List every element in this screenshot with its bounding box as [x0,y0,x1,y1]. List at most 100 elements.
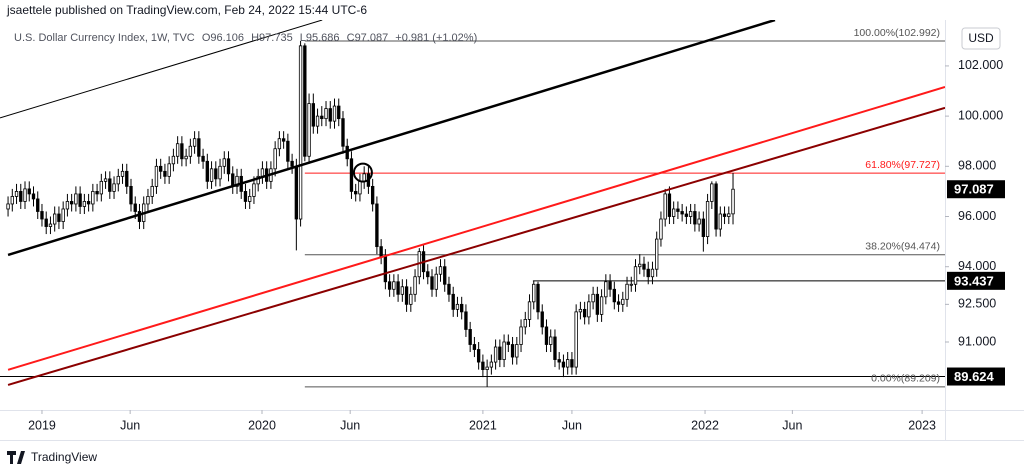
candle-body [324,108,328,120]
candle-body [61,208,65,222]
candle-body [553,336,557,360]
candle-body [154,165,159,187]
candle-body [379,246,383,258]
y-tick-label: 98.000 [958,159,996,173]
candle-body [375,203,379,248]
candle-body [328,108,332,122]
candle-body [256,175,260,185]
price-badge-label: 93.437 [954,273,994,288]
currency-box[interactable] [961,27,1001,50]
x-tick-label: Jun [782,418,802,432]
logo-icon[interactable] [7,451,25,464]
ohlc-value: 97.735 [259,32,293,44]
candle-body [74,193,78,205]
candle-body [447,283,451,295]
candle-body [125,170,129,187]
candle-body [680,211,684,215]
candle-body [426,271,430,278]
candle-body [23,188,27,202]
candle-body [705,201,710,237]
candle-body [434,273,438,290]
candle-body [273,148,277,170]
candle-body [243,191,248,202]
ohlc-letter: L [300,32,306,44]
candle-body [332,105,337,122]
ohlc-letter: H [251,32,259,44]
candle-body [341,118,345,147]
candle-body [570,359,574,368]
candle-body [108,178,112,192]
candle-body [659,218,663,240]
x-tick-label: 2019 [28,418,56,432]
candle-body [684,213,689,217]
candle-body [532,283,536,303]
candle-body [337,105,341,120]
candle-body [697,218,701,225]
candle-body [731,188,735,215]
candle-body [544,326,549,345]
plot-area [0,20,945,388]
candle-body [222,158,226,167]
candle-body [354,191,358,195]
candle-body [129,185,133,205]
candle-body [180,143,184,160]
price-badge-label: 97.087 [954,182,994,197]
candle-body [443,266,447,285]
level-label: 38.20%(94.474) [865,241,940,253]
candle-body [69,201,74,205]
y-tick-label: 91.000 [958,334,996,348]
candle-body [502,341,506,360]
candle-body [629,283,633,286]
trend-line [7,20,776,257]
candle-body [400,286,405,295]
candle-body [540,311,544,328]
candle-body [451,293,455,310]
candle-body [413,276,417,295]
candle-body [498,346,502,360]
candle-body [650,268,655,278]
price-badge-label: 89.624 [954,369,995,384]
candle-body [409,293,413,305]
candle-body [642,263,646,270]
candle-body [188,145,193,157]
candle-body [727,213,731,217]
candle-body [489,361,494,368]
candle-body [387,281,392,290]
candle-body [175,143,180,157]
brand-logo[interactable]: TradingView [7,450,97,464]
candle-body [120,170,125,177]
candle-body [646,268,650,278]
candle-body [527,301,532,320]
y-tick-label: 92.500 [958,297,996,311]
candle-body [307,103,311,157]
price-badge [947,180,1005,199]
brand[interactable]: TradingView [31,450,97,464]
candle-body [616,301,621,305]
currency[interactable]: USD [968,31,994,45]
level-label: 100.00%(102.992) [854,27,940,39]
candle-body [621,298,625,305]
candle-body [464,311,468,330]
x-tick-label: 2023 [908,418,936,432]
candle-body [604,281,608,298]
candle-body [595,293,600,315]
candle-body [493,346,498,363]
candle-body [40,211,44,220]
candle-body [438,266,443,275]
candle-body [112,183,116,192]
candle-body [290,160,294,167]
candle-body [383,256,388,283]
trend-line [7,106,945,386]
candle-body [460,303,464,313]
candle-body [676,208,680,212]
candle-body [209,168,214,182]
change: +0.981 (+1.02%) [395,32,477,44]
candle-body [710,183,714,202]
ohlc-letter: C [347,32,355,44]
ohlc-letter: O [202,32,211,44]
ohlc-value: 95.686 [306,32,340,44]
candle-body [549,336,553,345]
candle-body [146,196,150,205]
candle-body [370,185,375,205]
candle-body [608,281,612,290]
